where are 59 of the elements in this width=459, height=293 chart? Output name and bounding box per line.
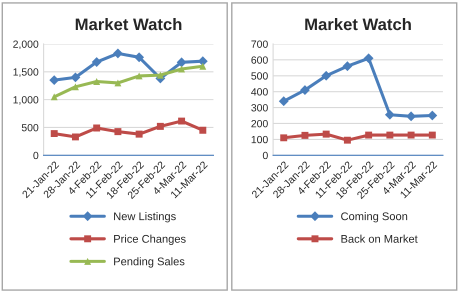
point (301, 132, 308, 139)
point (136, 130, 143, 138)
point (70, 72, 80, 82)
y-tick-label: 500 (22, 124, 38, 132)
y-tick-label: 700 (251, 40, 268, 48)
y-tick-label: 1,500 (13, 68, 38, 77)
y-tick-label: 400 (251, 88, 268, 96)
y-tick-label: 0 (262, 152, 268, 160)
y-tick-label: 200 (251, 120, 268, 128)
point (93, 124, 100, 132)
point (199, 62, 206, 70)
point (322, 130, 330, 138)
legend-label: Back on Market (341, 234, 418, 243)
y-tick-label: 2,000 (13, 40, 38, 50)
point (92, 57, 102, 67)
point (342, 61, 352, 72)
point (198, 56, 208, 66)
point (72, 83, 79, 90)
y-tick-label: 300 (251, 104, 268, 112)
point (344, 136, 351, 144)
legend-label: New Listings (114, 212, 176, 222)
point (114, 79, 122, 86)
point (408, 132, 415, 139)
point (50, 130, 58, 138)
point (386, 132, 394, 139)
y-tick-label: 100 (252, 136, 268, 144)
point (280, 134, 288, 142)
point (93, 78, 100, 85)
point (178, 66, 186, 72)
point (49, 75, 60, 86)
legend-label: Coming Soon (341, 212, 408, 222)
point (278, 96, 289, 106)
point (156, 122, 164, 130)
point (364, 53, 374, 64)
y-tick-label: 0 (33, 152, 38, 160)
point (365, 132, 372, 139)
point (178, 118, 186, 125)
point (112, 48, 123, 58)
point (321, 70, 332, 81)
point (384, 110, 395, 120)
legend-label: Price Changes (114, 234, 186, 245)
point (72, 133, 79, 140)
y-tick-label: 600 (251, 56, 268, 64)
point (427, 110, 438, 120)
point (199, 126, 206, 134)
point (300, 85, 310, 95)
chart-title: Market Watch (76, 18, 182, 30)
point (156, 72, 164, 79)
point (406, 111, 416, 122)
point (136, 72, 143, 80)
legend-label: Pending Sales (114, 257, 184, 268)
point (134, 52, 144, 62)
point (50, 93, 58, 100)
chart-title: Market Watch (305, 18, 411, 30)
point (114, 128, 122, 136)
y-tick-label: 1,000 (13, 96, 38, 105)
y-tick-label: 500 (251, 72, 268, 80)
point (176, 57, 186, 68)
point (428, 132, 436, 139)
